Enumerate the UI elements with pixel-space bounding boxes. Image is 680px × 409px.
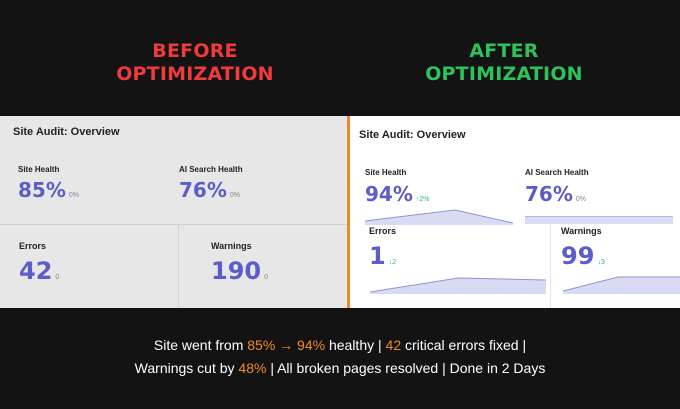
panel-divider bbox=[347, 116, 350, 308]
site-health-label: Site Health bbox=[18, 165, 60, 174]
errors-delta: ↓2 bbox=[388, 259, 397, 266]
warnings-metric: 99 ↓3 bbox=[561, 242, 605, 270]
warnings-label: Warnings bbox=[561, 226, 602, 236]
after-heading-line2: OPTIMIZATION bbox=[425, 63, 583, 85]
site-health-metric: 85% 0% bbox=[18, 178, 79, 202]
caption-line-1: Site went from 85% → 94% healthy | 42 cr… bbox=[0, 334, 680, 357]
caption-text: Site went from bbox=[153, 337, 248, 353]
column-divider bbox=[550, 224, 551, 308]
panel-title: Site Audit: Overview bbox=[359, 129, 466, 141]
ai-search-health-metric: 76% 0% bbox=[179, 178, 240, 202]
ai-search-health-sparkline bbox=[525, 216, 673, 224]
caption-text: Warnings cut by bbox=[134, 360, 239, 376]
errors-value: 42 bbox=[19, 257, 53, 285]
warnings-sparkline bbox=[563, 276, 680, 294]
errors-label: Errors bbox=[369, 226, 397, 236]
caption-text: | All broken pages resolved | Done in 2 … bbox=[266, 360, 546, 376]
site-health-delta: 0% bbox=[68, 192, 79, 199]
warnings-value: 99 bbox=[561, 242, 595, 270]
caption-text: critical errors fixed | bbox=[401, 337, 527, 353]
ai-search-health-metric: 76% 0% bbox=[525, 182, 586, 206]
warnings-delta: 0 bbox=[264, 274, 269, 281]
warnings-label: Warnings bbox=[211, 241, 252, 251]
ai-search-health-label: AI Search Health bbox=[525, 168, 589, 177]
errors-sparkline bbox=[370, 277, 546, 294]
before-screenshot-panel: Site Audit: Overview Site Health 85% 0% … bbox=[0, 116, 347, 308]
column-divider bbox=[178, 224, 179, 308]
site-health-label: Site Health bbox=[365, 168, 407, 177]
caption-text: healthy | bbox=[325, 337, 386, 353]
warnings-value: 190 bbox=[211, 257, 262, 285]
panel-title: Site Audit: Overview bbox=[13, 126, 120, 138]
ai-search-health-delta: 0% bbox=[229, 192, 240, 199]
site-health-metric: 94% ↑2% bbox=[365, 182, 430, 206]
site-health-value: 94% bbox=[365, 182, 413, 206]
before-optimization-heading: BEFORE OPTIMIZATION bbox=[95, 40, 295, 86]
site-health-delta: ↑2% bbox=[415, 196, 430, 203]
errors-metric: 1 ↓2 bbox=[369, 242, 396, 270]
after-heading-line1: AFTER bbox=[469, 40, 539, 62]
caption-line-2: Warnings cut by 48% | All broken pages r… bbox=[0, 357, 680, 380]
ai-search-health-label: AI Search Health bbox=[179, 165, 243, 174]
warnings-delta: ↓3 bbox=[597, 259, 605, 266]
errors-label: Errors bbox=[19, 241, 47, 251]
site-health-sparkline bbox=[365, 209, 513, 225]
caption-highlight: 85% → 94% bbox=[247, 337, 326, 353]
site-health-value: 85% bbox=[18, 178, 66, 202]
errors-delta: 0 bbox=[55, 274, 60, 281]
caption-highlight: 42 bbox=[385, 337, 402, 353]
warnings-metric: 190 0 bbox=[211, 257, 268, 285]
after-optimization-heading: AFTER OPTIMIZATION bbox=[404, 40, 604, 86]
after-screenshot-panel: Site Audit: Overview Site Health 94% ↑2%… bbox=[350, 116, 680, 308]
errors-metric: 42 0 bbox=[19, 257, 59, 285]
row-divider bbox=[0, 224, 347, 225]
before-heading-line2: OPTIMIZATION bbox=[116, 63, 274, 85]
ai-search-health-value: 76% bbox=[179, 178, 227, 202]
summary-caption: Site went from 85% → 94% healthy | 42 cr… bbox=[0, 334, 680, 380]
ai-search-health-delta: 0% bbox=[575, 196, 586, 203]
errors-value: 1 bbox=[369, 242, 386, 270]
ai-search-health-value: 76% bbox=[525, 182, 573, 206]
caption-highlight: 48% bbox=[238, 360, 267, 376]
before-heading-line1: BEFORE bbox=[152, 40, 238, 62]
